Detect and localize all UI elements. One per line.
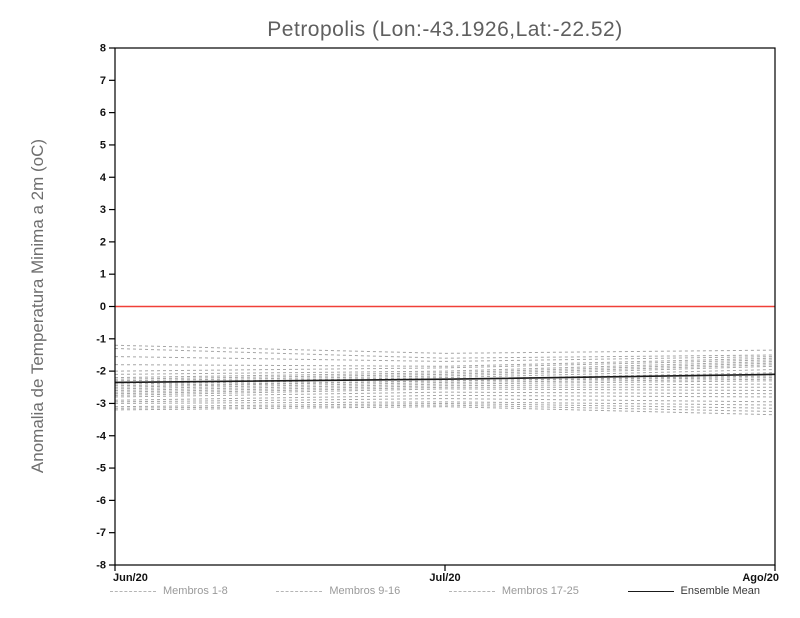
member-line [114,404,776,413]
member-line [114,402,776,409]
member-line [114,388,776,396]
member-line [114,386,775,395]
y-tick-label: 1 [100,269,106,281]
legend-label: Ensemble Mean [680,585,761,597]
y-tick-label: -7 [96,527,106,539]
x-tick-label: Ago/20 [742,572,779,584]
legend: Membros 1-8 Membros 9-16 Membros 17-25 E… [110,585,760,597]
member-line [114,359,776,372]
dashed-line-sample-icon [110,590,156,592]
member-line [114,377,776,388]
dashed-line-sample-icon [276,590,323,592]
y-tick-label: -1 [96,333,106,345]
legend-label: Membros 1-8 [163,585,228,597]
member-line [114,401,776,406]
member-line [114,348,776,359]
y-tick-label: -8 [96,560,106,572]
y-tick-label: 8 [100,43,106,55]
member-line [114,378,776,390]
member-line [114,365,776,382]
y-tick-label: 0 [100,301,106,313]
x-tick-label: Jul/20 [429,572,460,584]
member-line [114,394,776,401]
member-line [114,364,776,380]
legend-item-members-17-25: Membros 17-25 [448,585,579,597]
y-tick-label: -3 [96,398,106,410]
legend-item-members-9-16: Membros 9-16 [276,585,400,597]
y-tick-label: 7 [100,75,106,87]
legend-item-ensemble-mean: Ensemble Mean [627,585,761,597]
y-tick-label: -6 [96,495,106,507]
member-line [114,362,776,379]
chart-title: Petropolis (Lon:-43.1926,Lat:-22.52) [267,18,623,41]
legend-item-members-1-8: Membros 1-8 [110,585,228,597]
y-tick-label: 6 [100,107,106,119]
dashed-line-sample-icon [448,590,495,592]
y-tick-label: 5 [100,139,106,151]
member-line [114,398,776,403]
member-line [114,406,776,416]
member-line [114,391,776,398]
member-line [114,344,776,354]
y-tick-label: -5 [96,463,106,475]
y-tick-label: 4 [100,172,107,184]
member-line [114,357,776,367]
solid-line-sample-icon [627,590,674,592]
ensemble-mean-line [114,373,776,384]
x-tick-label: Jun/20 [113,572,148,584]
y-tick-label: -4 [96,430,107,442]
legend-label: Membros 9-16 [329,585,401,597]
legend-label: Membros 17-25 [501,585,579,597]
member-line [114,360,776,375]
y-tick-label: -2 [96,366,106,378]
y-tick-label: 2 [100,236,106,248]
member-line [114,356,776,362]
y-tick-label: 3 [100,204,106,216]
member-line [114,380,776,392]
member-line [114,383,776,393]
